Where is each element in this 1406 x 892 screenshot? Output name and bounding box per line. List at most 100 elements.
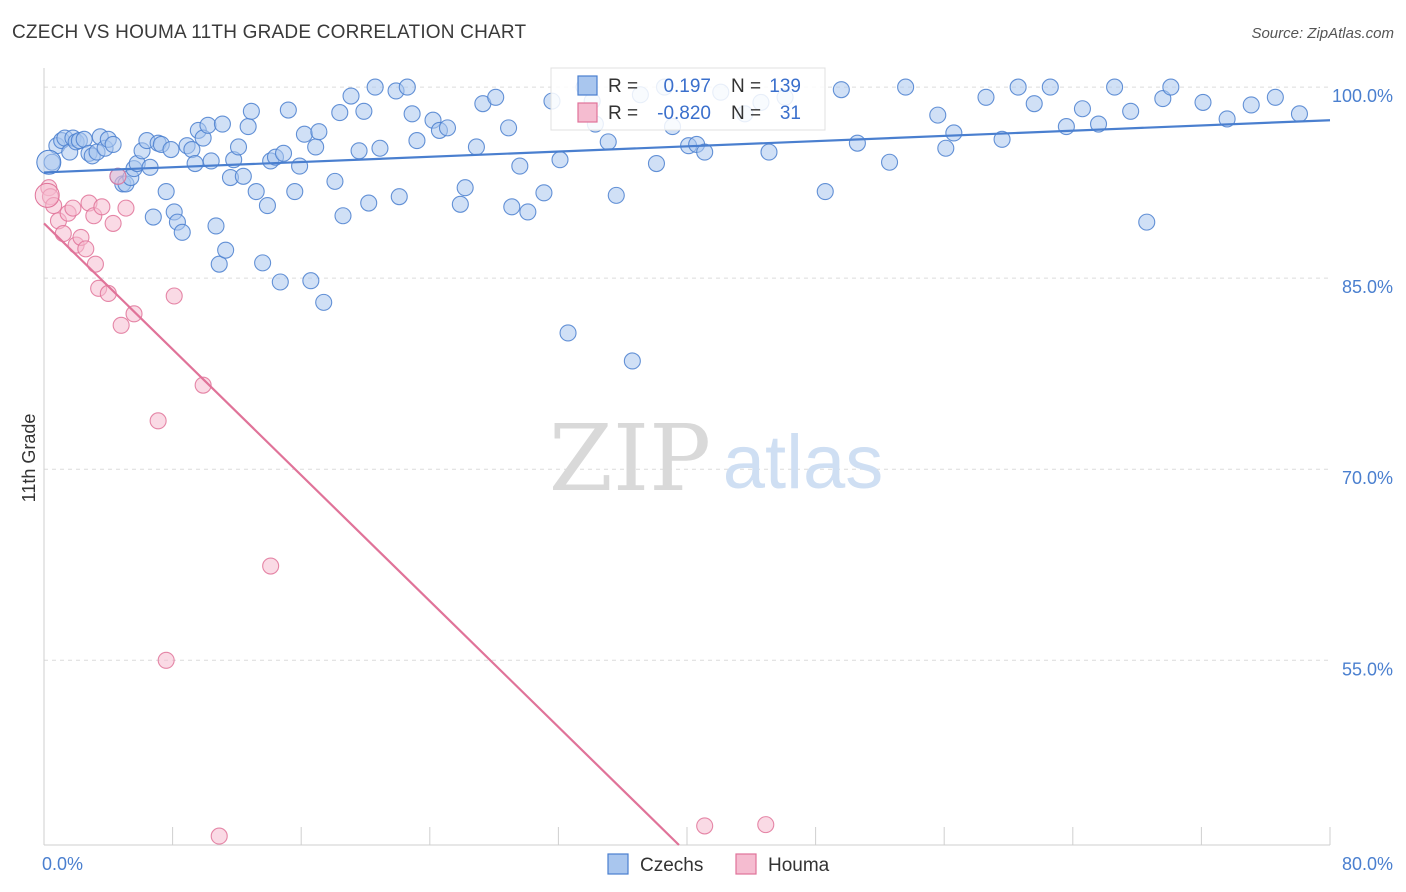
czechs-point (210, 255, 228, 273)
houma-point (696, 817, 714, 835)
czechs-point (104, 135, 122, 153)
stat-legend-swatch-houma (577, 102, 598, 123)
czechs-point (310, 123, 328, 141)
y-tick-label: 85.0% (1342, 277, 1393, 297)
czechs-point (162, 140, 180, 159)
czechs-point (880, 153, 899, 171)
czechs-point (696, 143, 714, 161)
czechs-point (360, 194, 378, 212)
czechs-point (519, 203, 537, 221)
czechs-point (832, 81, 850, 99)
watermark: ZIP atlas (549, 405, 883, 512)
houma-point (86, 255, 104, 273)
czechs-point (551, 151, 569, 169)
czechs-point (258, 197, 276, 215)
czechs-point (286, 183, 304, 201)
stat-n-value-czechs: 139 (769, 76, 801, 97)
czechs-point (302, 272, 320, 290)
legend-swatch-czechs (607, 853, 629, 875)
czechs-point (848, 134, 866, 152)
czechs-point (993, 130, 1011, 148)
czechs-point (291, 157, 309, 175)
houma-point (109, 167, 127, 185)
y-tick-label: 55.0% (1342, 659, 1393, 679)
czechs-point (451, 195, 469, 213)
czechs-point (144, 208, 162, 226)
czechs-point (929, 106, 947, 124)
legend-swatch-houma (735, 853, 757, 875)
czechs-point (1242, 96, 1260, 114)
czechs-point (199, 116, 217, 134)
czechs-point (274, 144, 293, 162)
czechs-point (977, 88, 995, 106)
czechs-point (1073, 100, 1091, 118)
houma-point (210, 827, 228, 845)
czechs-point (487, 88, 505, 106)
czechs-point (242, 102, 260, 120)
czechs-trend-line (43, 119, 1331, 174)
trend-lines (43, 119, 1331, 846)
czechs-point (1089, 115, 1108, 133)
houma-point (757, 816, 775, 834)
x-tick-label: 0.0% (42, 854, 83, 874)
czechs-point (897, 78, 915, 96)
houma-point (112, 316, 130, 334)
czechs-point (315, 293, 333, 311)
czechs-point (438, 119, 457, 137)
stat-n-label-czechs: N = (731, 76, 761, 97)
czechs-point (207, 217, 225, 235)
czechs-point (36, 149, 62, 175)
czechs-point (816, 183, 834, 201)
czechs-point (599, 133, 617, 151)
houma-point (54, 225, 72, 243)
houma-trend-line (43, 222, 680, 846)
czechs-point (229, 138, 248, 156)
czechs-point (467, 138, 485, 156)
stat-n-value-houma: 31 (780, 103, 801, 124)
czechs-point (326, 172, 344, 190)
czechs-point (1009, 78, 1027, 96)
stat-r-label-houma: R = (608, 103, 638, 124)
czechs-point (945, 124, 963, 142)
czechs-point (1162, 78, 1180, 96)
houma-point (104, 214, 122, 232)
czechs-point (623, 352, 641, 370)
watermark-zip: ZIP (549, 405, 711, 512)
czechs-point (239, 118, 257, 136)
czechs-point (503, 198, 521, 216)
y-tick-label: 70.0% (1342, 468, 1393, 488)
houma-point (64, 199, 82, 217)
stat-legend-swatch-czechs (577, 75, 598, 96)
houma-point (34, 182, 60, 208)
czechs-point (295, 125, 313, 143)
houma-point (157, 651, 175, 669)
y-tick-label: 100.0% (1332, 86, 1393, 106)
czechs-point (247, 183, 265, 201)
stat-r-value-houma: -0.820 (657, 103, 711, 124)
czechs-point (390, 188, 408, 206)
czechs-point (366, 78, 384, 96)
czechs-point (331, 104, 349, 122)
czechs-point (511, 157, 529, 175)
czechs-point (279, 101, 297, 119)
watermark-atlas: atlas (723, 420, 884, 505)
houma-point (262, 557, 280, 575)
stat-r-label-czechs: R = (608, 76, 638, 97)
czechs-point (1290, 105, 1309, 123)
legend-label-czechs: Czechs (640, 855, 703, 876)
czechs-point (157, 183, 175, 201)
scatter-points (34, 78, 1309, 845)
houma-point (77, 240, 95, 258)
stat-legend: R = 0.197 N = 139 R = -0.820 N = 31 (550, 67, 826, 131)
czechs-point (403, 105, 421, 123)
czechs-point (456, 179, 474, 197)
x-tick-label: 80.0% (1342, 854, 1393, 874)
czechs-point (559, 324, 577, 342)
axes: 100.0% 85.0% 70.0% 55.0% 0.0% 80.0% (42, 68, 1393, 874)
czechs-point (647, 154, 666, 173)
czechs-point (1218, 110, 1236, 128)
chart-title: CZECH VS HOUMA 11TH GRADE CORRELATION CH… (12, 22, 527, 43)
czechs-point (1138, 213, 1156, 231)
houma-point (194, 376, 212, 394)
czechs-point (342, 87, 360, 105)
